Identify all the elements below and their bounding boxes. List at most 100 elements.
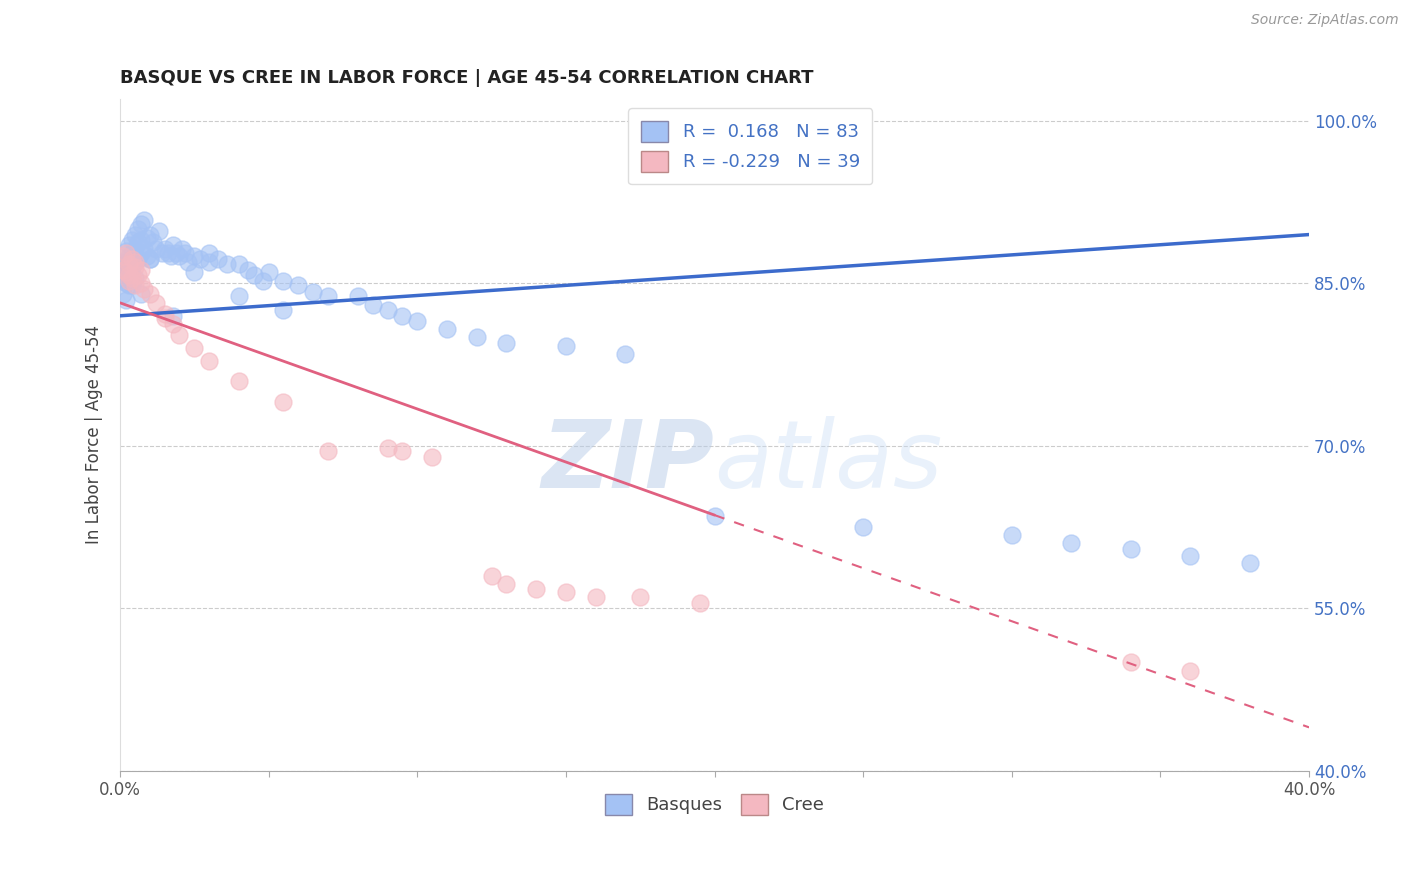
Point <box>145 295 167 310</box>
Point <box>436 322 458 336</box>
Point <box>150 246 173 260</box>
Point <box>377 441 399 455</box>
Point <box>118 263 141 277</box>
Point <box>585 591 607 605</box>
Point <box>406 314 429 328</box>
Point <box>302 285 325 299</box>
Point <box>188 252 211 267</box>
Point <box>127 235 149 249</box>
Point <box>121 260 143 274</box>
Text: atlas: atlas <box>714 417 943 508</box>
Point <box>138 252 160 267</box>
Point <box>153 307 176 321</box>
Point <box>127 252 149 267</box>
Point <box>127 268 149 282</box>
Point <box>124 278 146 293</box>
Point <box>1060 536 1083 550</box>
Point <box>177 254 200 268</box>
Point <box>129 217 152 231</box>
Point <box>252 274 274 288</box>
Point <box>118 268 141 282</box>
Point <box>1178 549 1201 564</box>
Point <box>169 249 191 263</box>
Point <box>111 271 134 285</box>
Point <box>118 238 141 252</box>
Point <box>121 233 143 247</box>
Point <box>346 289 368 303</box>
Point <box>124 260 146 274</box>
Point <box>138 252 160 267</box>
Point <box>115 246 138 260</box>
Point <box>273 274 295 288</box>
Point <box>495 577 517 591</box>
Point <box>132 213 155 227</box>
Point <box>1001 527 1024 541</box>
Point <box>118 257 141 271</box>
Point <box>132 282 155 296</box>
Point <box>481 568 503 582</box>
Point <box>121 246 143 260</box>
Point <box>554 339 576 353</box>
Point <box>153 242 176 256</box>
Point <box>124 242 146 256</box>
Point <box>129 233 152 247</box>
Text: Source: ZipAtlas.com: Source: ZipAtlas.com <box>1251 13 1399 28</box>
Point <box>316 444 339 458</box>
Point <box>391 444 413 458</box>
Point <box>228 257 250 271</box>
Point <box>115 265 138 279</box>
Point <box>614 347 637 361</box>
Point <box>124 254 146 268</box>
Point <box>111 287 134 301</box>
Point <box>169 328 191 343</box>
Point <box>129 287 152 301</box>
Point <box>242 268 264 282</box>
Point <box>465 330 488 344</box>
Point <box>138 287 160 301</box>
Point <box>287 278 309 293</box>
Point <box>198 246 221 260</box>
Text: BASQUE VS CREE IN LABOR FORCE | AGE 45-54 CORRELATION CHART: BASQUE VS CREE IN LABOR FORCE | AGE 45-5… <box>120 69 814 87</box>
Point <box>165 246 187 260</box>
Point <box>183 265 205 279</box>
Point <box>420 450 443 464</box>
Point <box>162 309 184 323</box>
Point <box>273 303 295 318</box>
Point <box>361 298 384 312</box>
Point <box>257 265 280 279</box>
Point <box>316 289 339 303</box>
Point <box>129 277 152 291</box>
Point <box>183 341 205 355</box>
Point <box>391 309 413 323</box>
Point <box>628 591 651 605</box>
Point <box>852 520 875 534</box>
Point <box>228 374 250 388</box>
Point <box>207 252 229 267</box>
Point <box>132 242 155 256</box>
Point <box>145 242 167 256</box>
Point <box>115 277 138 291</box>
Point <box>1239 556 1261 570</box>
Point <box>148 224 170 238</box>
Text: ZIP: ZIP <box>541 416 714 508</box>
Point <box>118 249 141 263</box>
Point <box>554 585 576 599</box>
Point <box>111 263 134 277</box>
Point <box>118 274 141 288</box>
Point <box>135 249 157 263</box>
Point <box>124 271 146 285</box>
Point <box>127 222 149 236</box>
Point <box>129 246 152 260</box>
Point <box>111 254 134 268</box>
Point <box>377 303 399 318</box>
Point <box>115 244 138 258</box>
Point <box>215 257 238 271</box>
Point <box>172 242 194 256</box>
Point <box>1119 541 1142 556</box>
Point <box>121 271 143 285</box>
Point <box>115 293 138 307</box>
Point <box>129 263 152 277</box>
Point <box>121 278 143 293</box>
Point <box>689 596 711 610</box>
Point <box>703 509 725 524</box>
